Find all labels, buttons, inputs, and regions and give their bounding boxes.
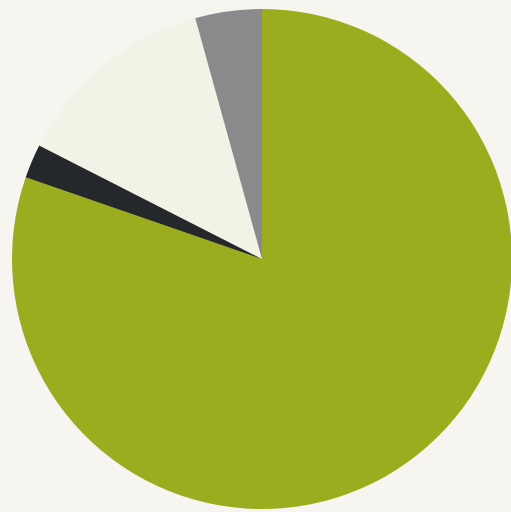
pie-slice-2 <box>25 145 263 259</box>
pie-slice-3 <box>39 18 262 259</box>
pie-slice-4 <box>195 9 262 259</box>
pie-slices <box>12 9 511 509</box>
pie-slice-1 <box>12 9 511 509</box>
